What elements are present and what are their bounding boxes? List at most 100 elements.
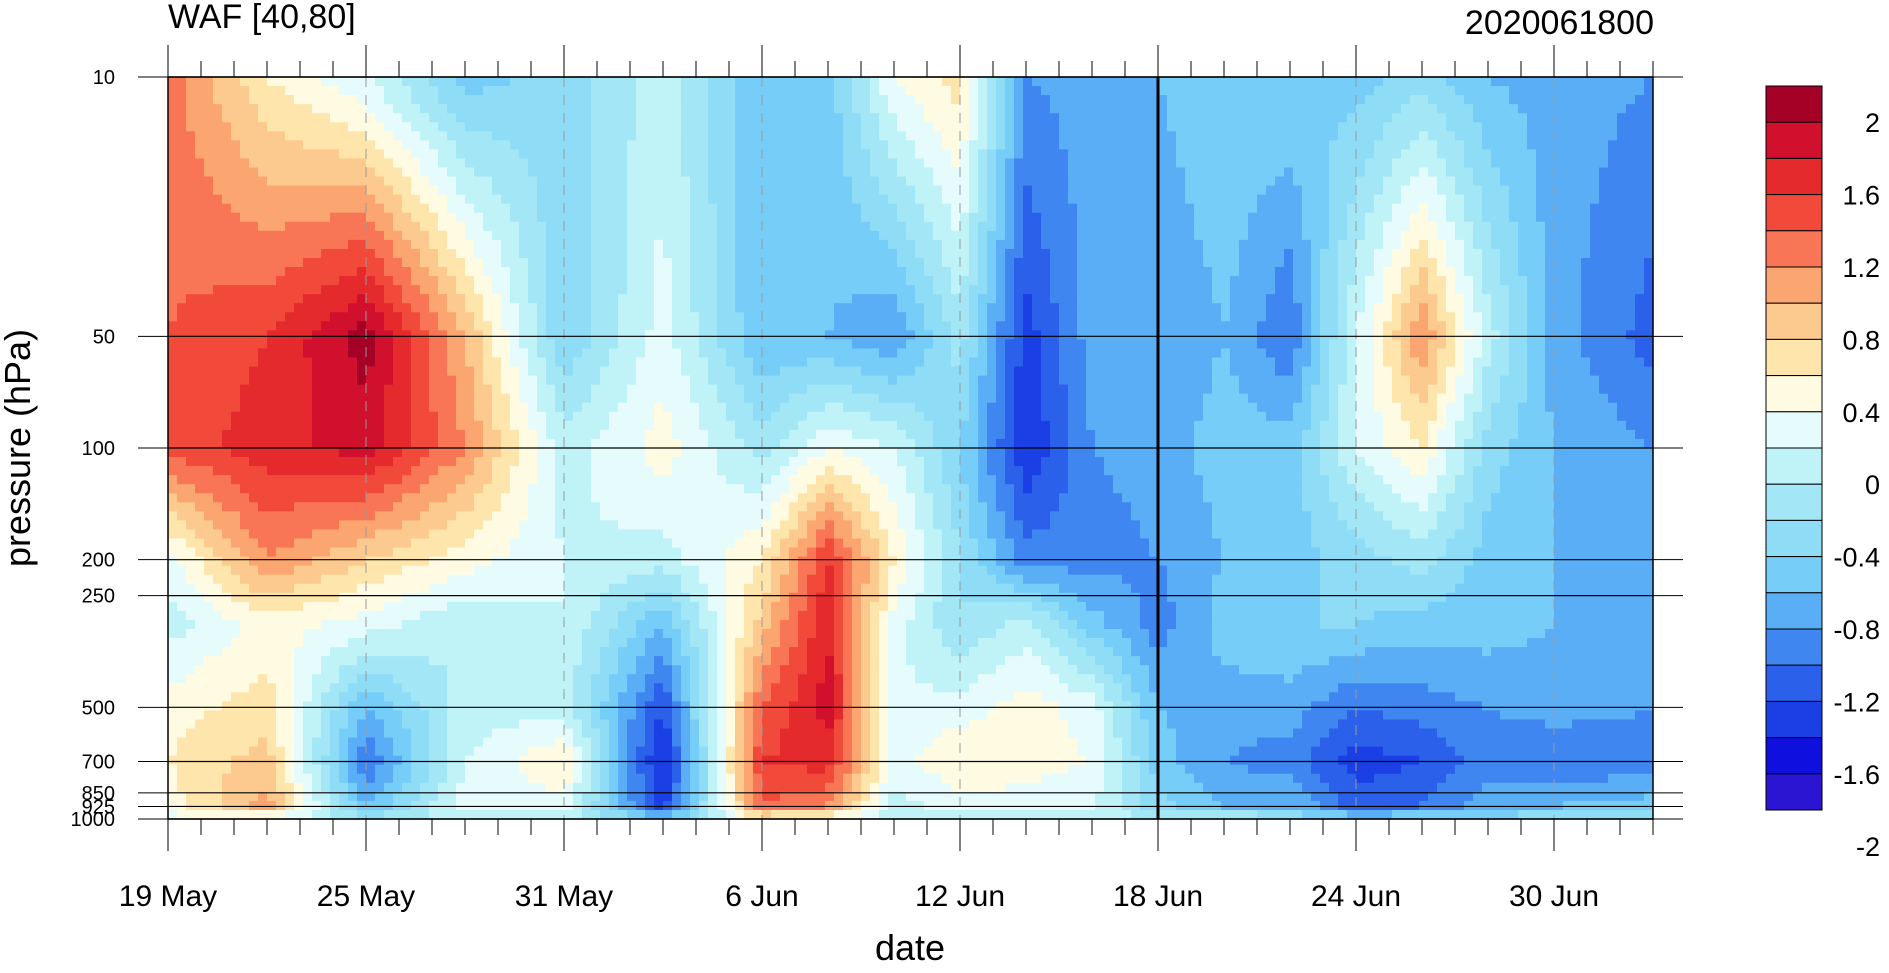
contour-cell [798,239,808,250]
contour-cell [1248,95,1258,105]
contour-cell [573,167,583,178]
contour-cell [780,194,790,205]
contour-cell [546,221,556,232]
contour-cell [474,131,484,141]
contour-cell [1131,140,1141,150]
contour-cell [384,312,394,322]
contour-cell [537,176,547,187]
contour-cell [195,113,205,123]
contour-cell [717,140,727,150]
contour-cell [510,158,520,169]
contour-cell [1158,104,1168,114]
contour-cell [753,149,763,160]
contour-cell [438,248,448,259]
contour-cell [1158,194,1168,205]
contour-cell [663,131,673,141]
contour-cell [1383,122,1393,132]
contour-cell [1005,312,1015,322]
contour-cell [195,303,205,313]
contour-cell [1491,230,1501,241]
contour-cell [402,276,412,286]
contour-cell [969,339,979,350]
contour-cell [510,348,520,359]
contour-cell [618,176,628,187]
contour-cell [1590,194,1600,205]
contour-cell [1338,203,1348,214]
contour-cell [924,303,934,313]
contour-cell [798,267,808,277]
contour-cell [1554,221,1564,232]
contour-cell [1077,95,1087,105]
contour-cell [789,330,799,341]
contour-cell [591,140,601,150]
contour-cell [294,95,304,105]
contour-cell [564,176,574,187]
contour-cell [834,194,844,205]
contour-cell [1635,221,1645,232]
contour-cell [411,312,421,322]
contour-cell [1608,294,1618,304]
contour-cell [177,276,187,286]
contour-cell [1626,321,1636,331]
contour-cell [357,276,367,286]
contour-cell [546,285,556,295]
contour-cell [1473,95,1483,105]
contour-cell [834,257,844,268]
contour-cell [996,185,1006,196]
contour-cell [1329,248,1339,259]
contour-cell [1302,167,1312,178]
contour-cell [879,230,889,241]
contour-cell [321,131,331,141]
contour-cell [1113,122,1123,132]
contour-cell [1266,149,1276,160]
contour-cell [1122,303,1132,313]
contour-cell [384,122,394,132]
contour-cell [1536,267,1546,277]
contour-cell [681,176,691,187]
contour-cell [672,212,682,223]
contour-cell [564,257,574,268]
contour-cell [1176,95,1186,105]
contour-cell [636,212,646,223]
contour-cell [1482,167,1492,178]
contour-cell [825,77,835,87]
contour-cell [186,285,196,295]
contour-cell [1455,330,1465,341]
contour-cell [1536,303,1546,313]
contour-cell [735,158,745,169]
contour-cell [501,321,511,331]
contour-cell [1563,95,1573,105]
contour-cell [231,285,241,295]
contour-cell [1581,267,1591,277]
contour-cell [222,257,232,268]
contour-cell [609,158,619,169]
contour-cell [1257,330,1267,341]
contour-cell [285,267,295,277]
contour-cell [1563,194,1573,205]
contour-cell [483,230,493,241]
contour-cell [1563,221,1573,232]
contour-cell [411,221,421,232]
contour-cell [1599,267,1609,277]
contour-cell [1248,321,1258,331]
contour-cell [636,113,646,123]
contour-cell [1185,122,1195,132]
contour-cell [1536,294,1546,304]
contour-cell [1428,248,1438,259]
contour-cell [1212,77,1222,87]
contour-cell [1275,104,1285,114]
contour-cell [1410,294,1420,304]
contour-cell [627,294,637,304]
contour-cell [258,303,268,313]
contour-cell [1086,176,1096,187]
contour-cell [717,104,727,114]
contour-cell [1392,212,1402,223]
contour-cell [294,294,304,304]
contour-cell [1527,185,1537,196]
contour-cell [789,257,799,268]
contour-cell [1401,321,1411,331]
contour-cell [1356,339,1366,350]
contour-cell [1050,140,1060,150]
contour-cell [933,303,943,313]
contour-cell [177,95,187,105]
